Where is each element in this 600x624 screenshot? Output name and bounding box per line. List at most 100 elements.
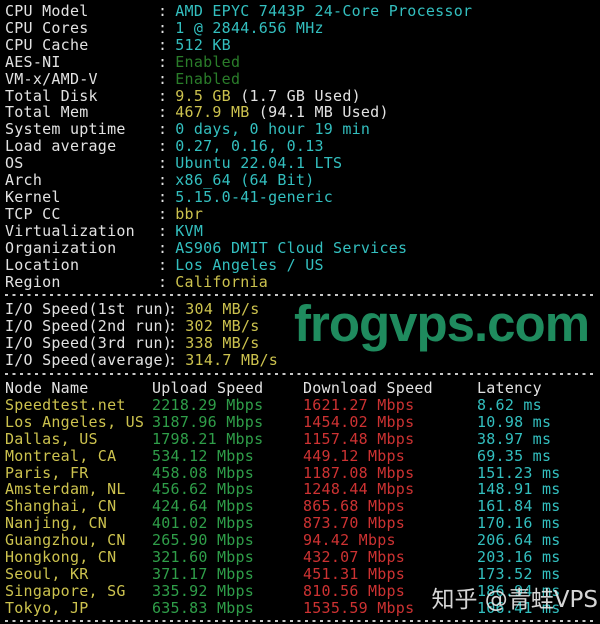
value-part: Ubuntu 22.04.1 LTS [175,154,343,173]
io-speed-row: I/O Speed(1st run) : 304 MB/s [5,301,600,318]
io-speed-row: I/O Speed(3rd run) : 338 MB/s [5,335,600,352]
node-name: Dallas, US [5,430,98,448]
field-value: Los Angeles / US [175,256,324,274]
system-info-row: Kernel : 5.15.0-41-generic [5,189,600,206]
field-value: 9.5 GB (1.7 GB Used) [175,86,361,105]
field-value: AMD EPYC 7443P 24-Core Processor [175,3,472,20]
latency-value: 38.97 ms [477,430,552,448]
io-value: 338 MB/s [185,334,260,353]
value-part: AMD EPYC 7443P 24-Core Processor [175,2,473,20]
io-speed-section: I/O Speed(1st run) : 304 MB/s I/O Speed(… [5,301,600,369]
colon: : [158,35,168,54]
value-part: 1 @ 2844.656 MHz [175,18,324,37]
upload-speed: 371.17 Mbps [152,566,255,583]
field-value: AS906 DMIT Cloud Services [175,239,407,257]
upload-speed: 1798.21 Mbps [152,430,264,448]
field-value: KVM [175,221,204,240]
download-speed: 1157.48 Mbps [303,430,415,448]
field-value: 512 KB [175,35,231,54]
colon: : [168,300,178,319]
frogvps-watermark: frogvps.com [294,295,590,352]
field-label: Location [5,255,80,274]
colon: : [158,238,168,257]
system-info-section: CPU Model : AMD EPYC 7443P 24-Core Proce… [5,3,600,290]
speedtest-row: Hongkong, CN 321.60 Mbps 432.07 Mbps 203… [5,549,600,566]
speedtest-header-row: Node Name Upload Speed Download Speed La… [5,380,600,397]
speedtest-section: Node Name Upload Speed Download Speed La… [5,380,600,617]
field-value: California [175,272,269,291]
value-part: 512 KB [175,35,231,54]
value-part: Enabled [175,52,241,71]
download-speed: 451.31 Mbps [303,566,406,583]
upload-speed: 335.92 Mbps [152,582,255,600]
upload-speed: 321.60 Mbps [152,549,255,566]
upload-speed: 424.64 Mbps [152,498,255,516]
colon: : [158,69,168,88]
field-label: Total Disk [5,86,98,105]
field-label: AES-NI [5,52,61,71]
latency-value: 69.35 ms [477,447,552,465]
column-header-download: Download Speed [303,380,433,397]
latency-value: 8.62 ms [477,396,542,414]
speedtest-row: Paris, FR 458.08 Mbps 1187.08 Mbps 151.2… [5,465,600,482]
latency-value: 206.64 ms [477,532,561,550]
field-value: Enabled [175,52,241,71]
latency-value: 186.94 ms [477,582,561,600]
field-value: Enabled [175,69,241,88]
field-label: CPU Model [5,2,89,20]
value-part: California [175,272,269,291]
system-info-row: CPU Cache : 512 KB [5,35,600,54]
download-speed: 1535.59 Mbps [303,599,415,617]
field-label: TCP CC [5,204,61,223]
io-label: I/O Speed(3rd run) [5,334,173,353]
field-value: 0 days, 0 hour 19 min [175,121,370,138]
colon: : [168,334,178,353]
field-label: CPU Cores [5,18,89,37]
zhihu-watermark: 知乎 @青蛙VPS [431,587,598,613]
separator [5,294,597,297]
upload-speed: 3187.96 Mbps [152,413,264,431]
value-part: 0 days, 0 hour 19 min [175,120,371,139]
field-value: 5.15.0-41-generic [175,189,333,206]
colon: : [158,272,168,291]
download-speed: 865.68 Mbps [303,498,406,516]
download-speed: 1621.27 Mbps [303,396,415,414]
column-header-upload: Upload Speed [152,380,264,397]
value-part: 5.15.0-41-generic [175,187,334,206]
colon: : [168,351,178,370]
node-name: Nanjing, CN [5,515,108,533]
colon: : [158,137,168,156]
field-label: Arch [5,171,43,190]
system-info-row: Organization : AS906 DMIT Cloud Services [5,238,600,257]
latency-value: 10.98 ms [477,413,552,431]
io-value: 304 MB/s [185,300,260,319]
field-value: x86_64 (64 Bit) [175,172,314,189]
speedtest-row: Amsterdam, NL 456.62 Mbps 1248.44 Mbps 1… [5,481,600,498]
node-name: Los Angeles, US [5,413,145,431]
value-part: KVM [175,221,204,240]
latency-value: 203.16 ms [477,549,561,566]
speedtest-row: Singapore, SG 335.92 Mbps 810.56 Mbps 18… [5,583,600,600]
download-speed: 94.42 Mbps [303,532,396,550]
field-value: bbr [175,205,203,223]
field-value: 0.27, 0.16, 0.13 [175,138,324,155]
column-header-latency: Latency [477,380,542,397]
colon: : [158,187,168,206]
field-value: 1 @ 2844.656 MHz [175,18,324,37]
node-name: Amsterdam, NL [5,481,126,499]
upload-speed: 456.62 Mbps [152,481,255,499]
field-value: 467.9 MB (94.1 MB Used) [175,104,388,121]
io-speed-row: I/O Speed(2nd run) : 302 MB/s [5,318,600,335]
value-part: 9.5 GB [175,86,231,105]
upload-speed: 2218.29 Mbps [152,396,264,414]
value-part: (94.1 MB Used) [249,103,389,122]
system-info-row: Location : Los Angeles / US [5,255,600,274]
latency-value: 106.41 ms [477,599,561,617]
colon: : [158,255,168,274]
download-speed: 1248.44 Mbps [303,481,415,499]
value-part: x86_64 (64 Bit) [175,171,315,190]
speedtest-row: Seoul, KR 371.17 Mbps 451.31 Mbps 173.52… [5,566,600,583]
colon: : [158,2,168,20]
value-part: Enabled [175,69,241,88]
separator [5,619,597,622]
